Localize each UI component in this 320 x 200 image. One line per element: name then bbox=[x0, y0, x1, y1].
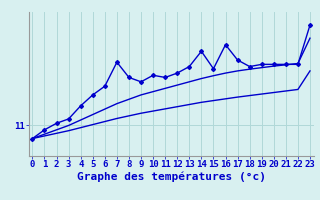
X-axis label: Graphe des températures (°c): Graphe des températures (°c) bbox=[77, 172, 266, 182]
